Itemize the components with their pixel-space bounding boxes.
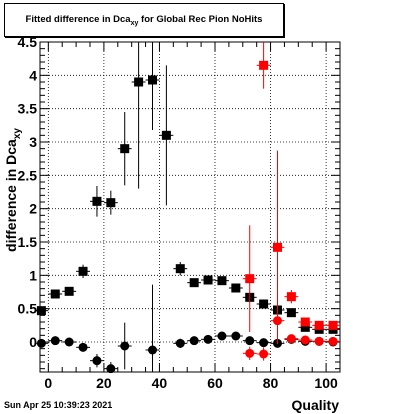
data-point-square (203, 275, 213, 285)
y-tick-label: 2 (29, 201, 37, 217)
chart-title-subscript: xy (130, 19, 139, 27)
grid-lines (40, 41, 340, 372)
data-point-circle (245, 348, 255, 358)
data-point-square (217, 276, 227, 286)
x-tick-label: 0 (44, 375, 52, 391)
data-point-circle (231, 331, 241, 341)
chart-title-prefix: Fitted difference in Dca (25, 13, 131, 25)
data-point-square (245, 274, 255, 284)
axes: 0 20 40 60 80 100 0 0.5 1 1.5 2 2.5 3 3.5 4 4.5 (18, 34, 341, 391)
data-point-square (286, 292, 296, 302)
data-point-circle (300, 335, 310, 345)
y-tick-label: 3 (29, 134, 37, 150)
data-point-circle (50, 336, 60, 346)
x-tick-label: 80 (263, 375, 279, 391)
y-tick-label: 2.5 (18, 167, 38, 183)
data-point-circle (259, 338, 269, 348)
data-point-circle (64, 337, 74, 347)
y-axis-label-subscript: xy (12, 128, 23, 140)
x-axis-label: Quality (292, 397, 340, 413)
x-tick-label: 100 (314, 375, 338, 391)
data-point-circle (328, 336, 338, 346)
data-point-circle (203, 334, 213, 344)
data-point-circle (148, 345, 157, 355)
data-point-square (64, 286, 74, 296)
data-point-square (78, 266, 88, 276)
timestamp: Sun Apr 25 10:39:23 2021 (4, 400, 113, 410)
data-point-square (92, 196, 102, 206)
y-tick-label: 1 (29, 267, 37, 283)
data-point-square (36, 306, 46, 316)
data-point-square (259, 299, 269, 309)
data-point-circle (314, 336, 324, 346)
chart-title: Fitted difference in Dcaxy for Global Re… (26, 14, 263, 27)
data-point-square (189, 278, 199, 288)
y-tick-label: 0.5 (18, 301, 38, 317)
data-marks (34, 42, 340, 374)
data-point-square (50, 289, 60, 299)
data-point-square (259, 60, 269, 70)
plot-frame (39, 41, 341, 373)
data-point-circle (78, 342, 88, 352)
data-point-square (148, 75, 157, 85)
y-tick-label: 1.5 (18, 234, 38, 250)
y-tick-label: 4 (29, 67, 37, 83)
data-point-square (328, 320, 338, 330)
data-point-circle (217, 331, 227, 341)
chart-title-suffix: for Global Rec Pion NoHits (138, 13, 263, 25)
data-point-square (300, 322, 310, 332)
data-point-square (120, 144, 130, 154)
data-point-square (106, 198, 116, 208)
data-point-square (300, 317, 310, 327)
data-point-circle (36, 338, 46, 348)
data-point-circle (120, 341, 130, 351)
data-point-circle (286, 334, 296, 344)
data-point-square (161, 130, 171, 140)
y-tick-label: 0 (29, 334, 37, 350)
y-axis-label-main: difference in Dca (3, 139, 19, 252)
data-point-square (175, 264, 185, 274)
data-point-circle (245, 336, 255, 346)
data-point-square (286, 308, 296, 318)
y-tick-label: 4.5 (18, 34, 38, 50)
data-point-circle (106, 364, 116, 374)
y-axis-label: difference in Dcaxy (3, 128, 23, 252)
data-point-circle (189, 336, 199, 346)
x-tick-label: 20 (96, 375, 112, 391)
x-tick-label: 60 (207, 375, 223, 391)
data-point-circle (273, 316, 282, 326)
data-point-square (134, 77, 144, 87)
y-tick-label: 3.5 (18, 101, 38, 117)
data-point-square (314, 320, 324, 330)
x-tick-label: 40 (152, 375, 168, 391)
data-point-circle (92, 356, 102, 366)
data-point-circle (175, 338, 185, 348)
data-point-square (273, 242, 282, 252)
chart-title-box: Fitted difference in Dcaxy for Global Re… (4, 3, 284, 37)
data-point-square (231, 283, 241, 293)
data-point-circle (259, 349, 269, 359)
